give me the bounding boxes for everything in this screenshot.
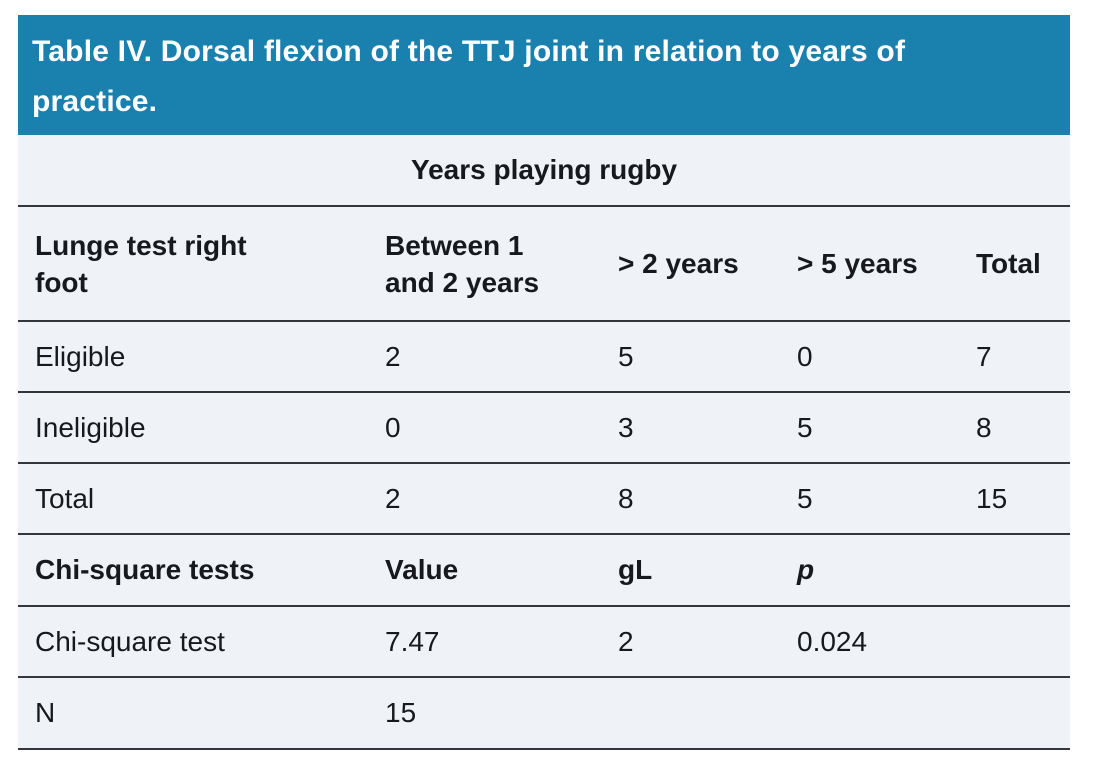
empty-cell: [959, 677, 1071, 750]
table-row-total: Total 2 8 5 15: [18, 463, 1071, 535]
table-row-n: N 15: [18, 677, 1071, 750]
cell-value: 5: [780, 463, 959, 535]
column-header-between-1-and-2-years: Between 1 and 2 years: [368, 206, 601, 322]
empty-cell: [959, 606, 1071, 678]
cell-value: 3: [601, 392, 780, 464]
table-title: Table IV. Dorsal flexion of the TTJ join…: [18, 15, 1070, 135]
column-header-gt-2-years: > 2 years: [601, 206, 780, 322]
cell-value: 7.47: [368, 606, 601, 678]
stats-header-chi-square-tests: Chi-square tests: [18, 534, 368, 607]
cell-value: 0: [368, 392, 601, 464]
cell-value: 2: [368, 463, 601, 535]
column-header-total: Total: [959, 206, 1071, 322]
cell-value: 8: [959, 392, 1071, 464]
column-header-lunge-test-right-foot: Lunge test right foot: [18, 206, 368, 322]
stats-header-p: p: [780, 534, 959, 607]
cell-value: 15: [368, 677, 601, 750]
cell-value: 0: [780, 321, 959, 393]
cell-value: 5: [601, 321, 780, 393]
cell-value: 2: [601, 606, 780, 678]
cell-value: 0.024: [780, 606, 959, 678]
cell-value: 15: [959, 463, 1071, 535]
table-row-chi-square-test: Chi-square test 7.47 2 0.024: [18, 606, 1071, 678]
row-label: Chi-square test: [18, 606, 368, 678]
column-header-row: Lunge test right foot Between 1 and 2 ye…: [18, 206, 1071, 322]
cell-value: 2: [368, 321, 601, 393]
span-header-row: Years playing rugby: [18, 135, 1071, 207]
stats-header-value: Value: [368, 534, 601, 607]
table-card: Table IV. Dorsal flexion of the TTJ join…: [18, 15, 1071, 750]
stats-header-row: Chi-square tests Value gL p: [18, 534, 1071, 607]
cell-value: 7: [959, 321, 1071, 393]
row-label: N: [18, 677, 368, 750]
row-label: Ineligible: [18, 392, 368, 464]
table-row-ineligible: Ineligible 0 3 5 8: [18, 392, 1071, 464]
span-header-years-playing-rugby: Years playing rugby: [18, 135, 1071, 207]
empty-cell: [780, 677, 959, 750]
row-label: Eligible: [18, 321, 368, 393]
empty-cell: [959, 534, 1071, 607]
cell-value: 8: [601, 463, 780, 535]
empty-cell: [601, 677, 780, 750]
cell-value: 5: [780, 392, 959, 464]
column-header-gt-5-years: > 5 years: [780, 206, 959, 322]
dorsal-flexion-table: Years playing rugby Lunge test right foo…: [18, 135, 1071, 750]
row-label: Total: [18, 463, 368, 535]
stats-header-gl: gL: [601, 534, 780, 607]
table-row-eligible: Eligible 2 5 0 7: [18, 321, 1071, 393]
